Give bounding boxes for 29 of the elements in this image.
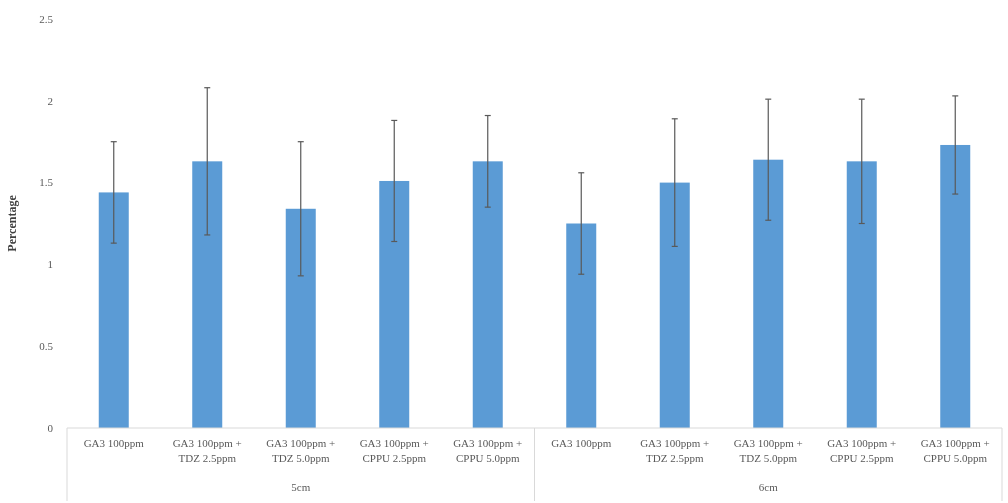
x-tick-label: GA3 100ppm + TDZ 2.5ppm — [172, 437, 242, 464]
x-tick-label: GA3 100ppm + TDZ 5.0ppm — [266, 437, 336, 464]
x-tick-label: GA3 100ppm + CPPU 2.5ppm — [827, 437, 897, 464]
y-tick-label: 0.5 — [39, 340, 54, 353]
x-tick-label: GA3 100ppm + CPPU 2.5ppm — [359, 437, 429, 464]
bar — [98, 192, 129, 428]
y-tick-label: 0 — [47, 421, 54, 434]
y-tick-label: 1.5 — [39, 176, 54, 189]
y-tick-label: 1 — [47, 258, 53, 271]
bar — [659, 182, 690, 428]
bar — [192, 161, 223, 428]
y-tick-label: 2.5 — [39, 12, 54, 25]
bar — [285, 208, 316, 428]
text: 6cm — [758, 481, 779, 493]
text: 5cm — [291, 481, 311, 493]
bar — [379, 180, 410, 428]
bar — [472, 161, 503, 428]
bar — [753, 159, 784, 428]
x-tick-label: GA3 100ppm + CPPU 5.0ppm — [920, 437, 990, 464]
bar — [940, 144, 971, 428]
x-tick-label: GA3 100ppm + CPPU 5.0ppm — [453, 437, 523, 464]
x-tick-label: GA3 100ppm + TDZ 2.5ppm — [640, 437, 710, 464]
x-tick-label: GA3 100ppm — [551, 437, 612, 449]
bar — [846, 161, 877, 428]
x-tick-label: GA3 100ppm — [83, 437, 145, 449]
x-tick-label: GA3 100ppm + TDZ 5.0ppm — [733, 437, 803, 464]
y-axis-title: Percentage — [5, 194, 19, 252]
bar — [566, 223, 597, 428]
y-tick-label: 2 — [47, 94, 53, 107]
